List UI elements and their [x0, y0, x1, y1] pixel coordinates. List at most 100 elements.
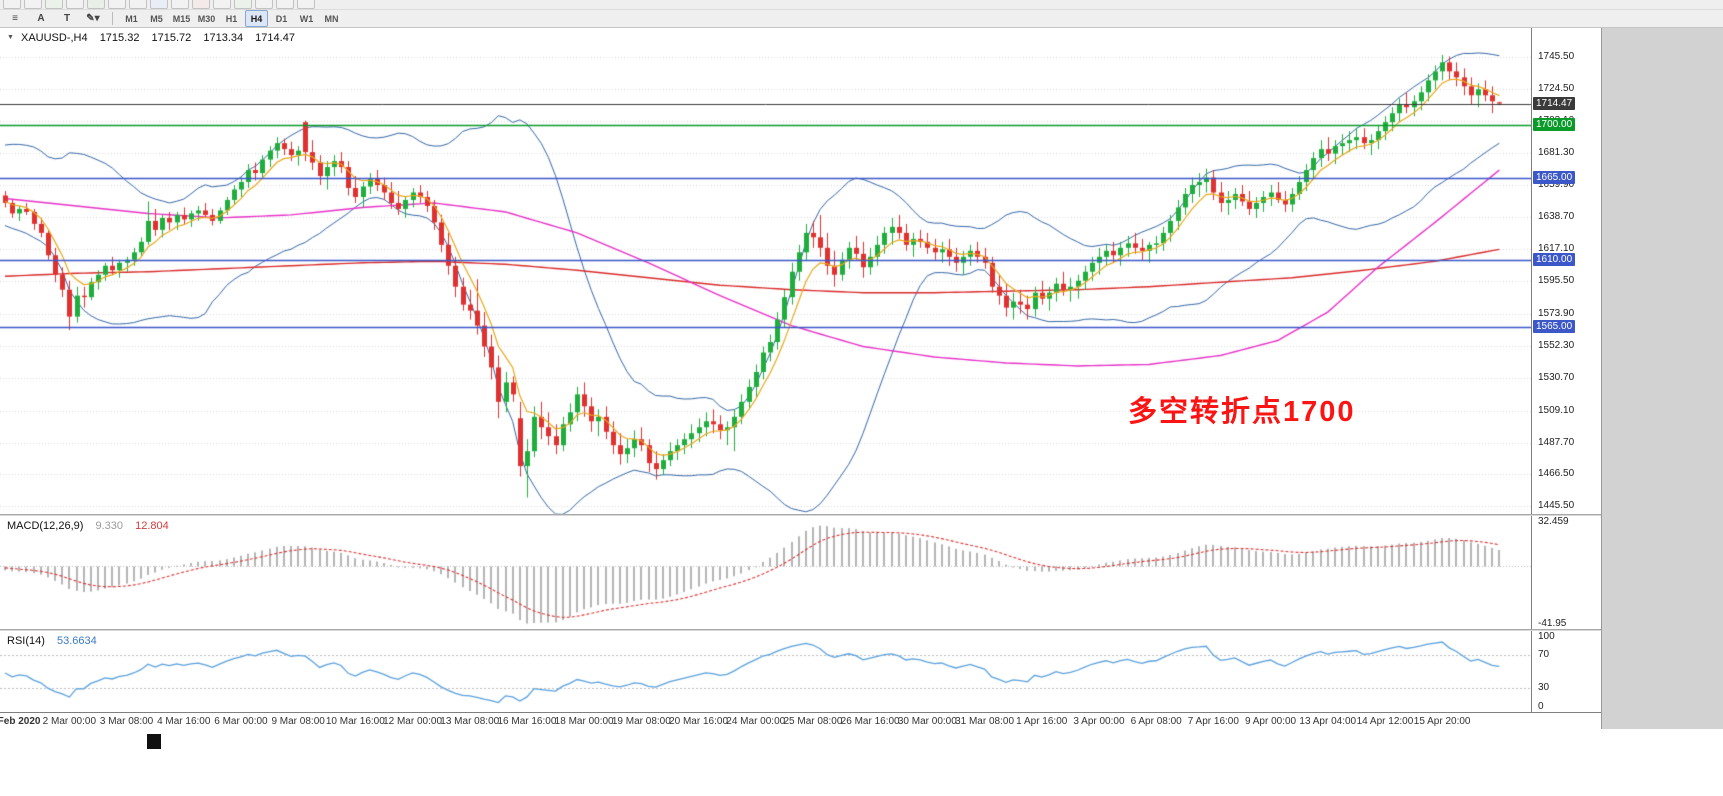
price-axis[interactable]: 1745.501724.501703.101681.301659.901638.… [1531, 28, 1601, 514]
time-axis-label: 1 Apr 16:00 [1016, 716, 1068, 727]
ohlc-close: 1714.47 [255, 32, 295, 44]
time-axis-label: 6 Apr 08:00 [1130, 716, 1182, 727]
time-axis-label: 13 Apr 04:00 [1299, 716, 1357, 727]
cropped-toolbar-icon[interactable] [129, 0, 147, 9]
cropped-toolbar-icon[interactable] [171, 0, 189, 9]
macd-axis[interactable]: 32.459 -41.95 [1531, 516, 1601, 629]
price-axis-tick: 1638.70 [1538, 210, 1575, 222]
time-axis-label: 18 Mar 00:00 [554, 716, 614, 727]
cropped-toolbar-icon[interactable] [255, 0, 273, 9]
time-axis-label: 24 Mar 00:00 [726, 716, 786, 727]
time-axis-label: 19 Mar 08:00 [611, 716, 671, 727]
time-axis-label: 20 Mar 16:00 [669, 716, 729, 727]
rsi-axis-tick: 0 [1538, 701, 1544, 712]
rsi-axis-tick: 30 [1538, 681, 1550, 693]
rsi-value: 53.6634 [56, 635, 97, 647]
cropped-toolbar-icon[interactable] [297, 0, 315, 9]
pane-resize-handle[interactable] [0, 514, 1601, 516]
time-axis-label: 25 Mar 08:00 [783, 716, 843, 727]
time-axis-label: 3 Apr 00:00 [1073, 716, 1125, 727]
cropped-toolbar-icon[interactable] [276, 0, 294, 9]
time-axis-label: 30 Mar 00:00 [897, 716, 957, 727]
time-axis-label: 16 Mar 16:00 [497, 716, 557, 727]
time-axis-label: 4 Mar 16:00 [157, 716, 211, 727]
rsi-axis-tick: 100 [1538, 631, 1555, 642]
time-axis-label: 13 Mar 08:00 [440, 716, 500, 727]
timeframe-w1-button[interactable]: W1 [299, 13, 314, 24]
ohlc-open: 1715.32 [99, 32, 140, 44]
time-axis-label: 7 Apr 16:00 [1187, 716, 1239, 727]
time-axis-label: 2 Mar 00:00 [42, 716, 97, 727]
timeframe-m15-button[interactable]: M15 [172, 13, 191, 24]
time-axis-label: 12 Mar 00:00 [383, 716, 443, 727]
timeframe-buttons: M1 M5 M15 M30 H1 H4 D1 W1 MN [120, 10, 343, 27]
bottom-black-marker [147, 734, 161, 749]
timeframe-h1-button[interactable]: H1 [225, 13, 238, 24]
cropped-toolbar-icon[interactable] [24, 0, 42, 9]
price-axis-tick: 1487.70 [1538, 436, 1575, 448]
cropped-toolbar-icon[interactable] [87, 0, 105, 9]
macd-label: MACD(12,26,9) [7, 520, 84, 532]
cropped-toolbar-icon[interactable] [192, 0, 210, 9]
cropped-toolbar-icon[interactable] [3, 0, 21, 9]
symbol-period-label: XAUUSD-,H4 [21, 32, 88, 44]
cropped-toolbar-icon[interactable] [66, 0, 84, 9]
bid-price-tag[interactable]: 1714.47 [1533, 96, 1576, 110]
timeframe-m1-button[interactable]: M1 [125, 13, 138, 24]
horizontal-line-price-tag[interactable]: 1700.00 [1533, 118, 1576, 132]
annotation-text[interactable]: 多空转折点1700 [1128, 396, 1356, 428]
text-tool-t-button[interactable]: T [63, 13, 71, 24]
toolbar: ≡ A T ✎▾ M1 M5 M15 M30 H1 H4 D1 W1 MN [0, 10, 1723, 28]
cropped-toolbar-icon[interactable] [234, 0, 252, 9]
timeframe-d1-button[interactable]: D1 [275, 13, 288, 24]
macd-axis-tick: 32.459 [1538, 516, 1569, 528]
macd-pane: 32.459 -41.95 MACD(12,26,9) 9.330 12.804 [0, 516, 1601, 629]
price-axis-tick: 1445.50 [1538, 499, 1575, 511]
cropped-toolbar-icon[interactable] [213, 0, 231, 9]
pane-resize-handle[interactable] [0, 629, 1601, 631]
macd-header: MACD(12,26,9) 9.330 12.804 [7, 520, 169, 532]
horizontal-line-price-tag[interactable]: 1565.00 [1533, 320, 1576, 334]
text-annotation-a-button[interactable]: A [37, 13, 45, 24]
rsi-axis[interactable]: 100 70 30 0 [1531, 631, 1601, 712]
main-chart-canvas[interactable] [0, 28, 1531, 514]
macd-canvas[interactable] [0, 516, 1531, 629]
price-axis-tick: 1659.90 [1538, 179, 1575, 191]
chart-title: ▼ XAUUSD-,H4 1715.32 1715.72 1713.34 171… [7, 32, 295, 44]
one-click-trading-arrow[interactable]: ▼ [7, 34, 14, 41]
timeframe-m5-button[interactable]: M5 [150, 13, 163, 24]
time-axis-label: 31 Mar 08:00 [955, 716, 1015, 727]
macd-signal-value: 12.804 [135, 520, 169, 532]
price-axis-tick: 1745.50 [1538, 51, 1575, 63]
price-axis-tick: 1466.50 [1538, 468, 1575, 480]
drawing-tools-dropdown[interactable]: ✎▾ [86, 13, 100, 24]
rsi-axis-tick: 70 [1538, 649, 1550, 661]
rsi-canvas[interactable] [0, 631, 1531, 712]
cropped-toolbar-row [0, 0, 1723, 10]
price-axis-tick: 1724.50 [1538, 82, 1575, 94]
main-chart-pane: 1745.501724.501703.101681.301659.901638.… [0, 28, 1601, 514]
bottom-area [0, 729, 1723, 796]
price-axis-tick: 1573.90 [1538, 307, 1575, 319]
cropped-toolbar-icon[interactable] [45, 0, 63, 9]
cropped-toolbar-icon[interactable] [108, 0, 126, 9]
time-axis-label: 10 Mar 16:00 [325, 716, 385, 727]
toolbar-separator [112, 12, 113, 25]
timeframe-m30-button[interactable]: M30 [197, 13, 216, 24]
chart-window: 1745.501724.501703.101681.301659.901638.… [0, 28, 1602, 729]
time-axis-label: 15 Apr 20:00 [1413, 716, 1471, 727]
price-axis-tick: 1595.50 [1538, 275, 1575, 287]
chart-shift-icon[interactable]: ≡ [12, 13, 18, 24]
price-axis-tick: 1617.10 [1538, 243, 1575, 255]
price-axis-tick: 1530.70 [1538, 372, 1575, 384]
rsi-pane: 100 70 30 0 RSI(14) 53.6634 [0, 631, 1601, 712]
timeframe-mn-button[interactable]: MN [324, 13, 339, 24]
horizontal-line-price-tag[interactable]: 1610.00 [1533, 252, 1576, 266]
cropped-toolbar-icon[interactable] [150, 0, 168, 9]
horizontal-line-price-tag[interactable]: 1665.00 [1533, 170, 1576, 184]
macd-main-value: 9.330 [95, 520, 124, 532]
timeframe-h4-button[interactable]: H4 [245, 10, 268, 27]
time-axis-label: 9 Mar 08:00 [271, 716, 325, 727]
